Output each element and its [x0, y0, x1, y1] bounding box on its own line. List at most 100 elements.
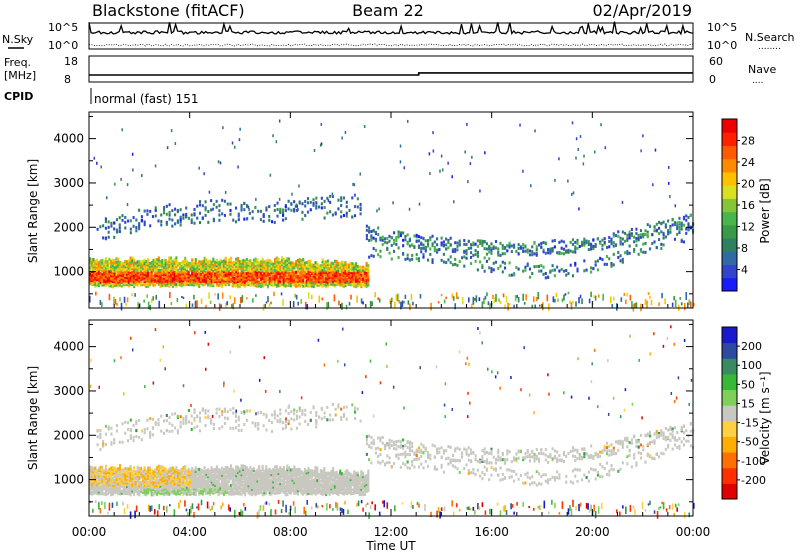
data-cell: [330, 263, 333, 267]
data-cell: [277, 266, 280, 270]
data-cell: [235, 282, 238, 286]
data-cell: [173, 258, 176, 262]
data-cell: [138, 486, 141, 490]
data-cell: [110, 482, 113, 486]
data-cell: [287, 199, 290, 203]
data-cell: [653, 225, 656, 229]
data-cell: [524, 249, 527, 253]
data-cell: [157, 464, 160, 468]
data-cell: [127, 268, 130, 272]
data-cell: [226, 485, 229, 489]
data-cell: [194, 484, 197, 488]
data-cell: [449, 236, 452, 240]
data-cell: [203, 279, 206, 283]
data-cell: [281, 272, 284, 276]
data-cell: [228, 480, 231, 484]
data-cell: [328, 270, 331, 274]
data-cell: [261, 264, 264, 268]
data-cell: [286, 468, 289, 472]
data-cell: [89, 282, 92, 286]
data-cell: [170, 261, 173, 265]
data-cell: [263, 272, 266, 276]
data-cell: [175, 487, 178, 491]
colorbar-segment: [722, 158, 737, 173]
data-cell: [170, 473, 173, 477]
data-cell: [653, 240, 656, 244]
data-cell: [192, 488, 196, 492]
data-cell: [337, 267, 340, 271]
data-cell: [522, 242, 525, 246]
data-cell: [268, 487, 271, 491]
data-cell: [277, 282, 280, 286]
data-cell: [147, 277, 150, 281]
data-cell: [96, 470, 99, 474]
data-cell: [321, 282, 324, 286]
data-cell: [266, 470, 270, 474]
data-cell: [209, 300, 212, 305]
data-cell: [110, 259, 113, 263]
data-cell: [245, 279, 248, 283]
data-cell: [122, 262, 125, 266]
data-cell: [637, 238, 640, 242]
data-cell: [99, 282, 102, 286]
data-cell: [212, 489, 215, 493]
data-cell: [148, 269, 151, 273]
data-cell: [252, 486, 255, 490]
data-cell: [155, 466, 159, 470]
data-cell: [177, 484, 180, 488]
data-cell: [417, 259, 421, 263]
data-cell: [157, 275, 160, 279]
data-cell: [277, 486, 280, 490]
data-cell: [252, 265, 255, 269]
data-cell: [261, 466, 264, 470]
data-cell: [644, 241, 647, 245]
data-cell: [221, 491, 224, 495]
data-cell: [217, 473, 220, 477]
data-cell: [177, 472, 180, 476]
data-cell: [228, 281, 231, 285]
data-cell: [108, 272, 111, 276]
data-cell: [110, 263, 113, 267]
data-cell: [96, 486, 99, 490]
data-cell: [314, 262, 317, 266]
data-cell: [365, 233, 368, 237]
data-cell: [180, 268, 183, 272]
data-cell: [300, 264, 303, 268]
data-cell: [583, 154, 585, 158]
data-cell: [365, 277, 368, 281]
data-cell: [177, 261, 180, 265]
data-cell: [233, 480, 236, 484]
data-cell: [155, 258, 159, 262]
data-cell: [161, 465, 164, 469]
data-cell: [340, 281, 344, 285]
data-cell: [182, 489, 185, 493]
data-cell: [458, 239, 461, 243]
data-cell: [140, 263, 143, 267]
data-cell: [185, 480, 188, 484]
data-cell: [173, 470, 176, 474]
data-cell: [214, 473, 217, 477]
data-cell: [495, 293, 497, 302]
data-cell: [251, 216, 254, 220]
data-cell: [249, 483, 252, 487]
data-cell: [247, 487, 250, 491]
data-cell: [157, 466, 160, 470]
data-cell: [187, 489, 190, 493]
data-cell: [224, 482, 227, 486]
data-cell: [136, 476, 139, 480]
data-cell: [145, 479, 148, 483]
data-cell: [240, 464, 243, 468]
data-cell: [154, 471, 157, 475]
data-cell: [642, 242, 645, 246]
data-cell: [131, 277, 134, 281]
data-cell: [110, 477, 113, 481]
data-cell: [194, 489, 197, 493]
data-cell: [170, 275, 173, 279]
data-cell: [340, 262, 344, 266]
data-cell: [129, 466, 132, 470]
data-cell: [272, 480, 275, 484]
data-cell: [254, 491, 257, 495]
data-cell: [266, 482, 270, 486]
data-cell: [626, 238, 629, 242]
data-cell: [266, 486, 270, 490]
